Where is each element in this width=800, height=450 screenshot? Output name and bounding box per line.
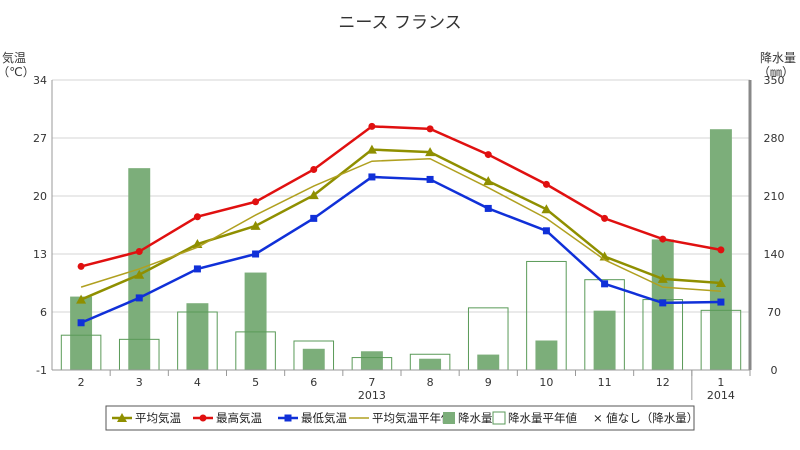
legend-marker: [284, 414, 292, 422]
right-tick-label: 140: [764, 248, 785, 261]
precip-bar: [593, 310, 616, 371]
max-temp-point: [484, 151, 492, 159]
legend: 平均気温 最高気温 最低気温 平均気温平年値 降水量 降水量平年値 × 値なし（降水量）: [105, 405, 698, 431]
right-tick-label: 0: [771, 364, 778, 377]
precip-bar: [535, 340, 558, 371]
max-temp-point: [77, 262, 85, 270]
x-tick-label: 1: [717, 376, 724, 389]
avg-temp-point: [134, 269, 145, 279]
min-temp-point: [310, 214, 318, 222]
max-temp-point: [135, 248, 143, 256]
max-temp-point: [310, 165, 318, 173]
legend-label: 平均気温平年値: [372, 411, 453, 425]
precip-bar: [360, 351, 383, 371]
temp-line: [80, 148, 722, 301]
max-temp-point: [717, 246, 725, 254]
avg-temp-point: [657, 273, 668, 283]
avg-temp-point: [541, 204, 552, 214]
year-label: 2014: [707, 389, 735, 402]
avg-temp-point: [76, 294, 87, 304]
min-temp-point: [135, 294, 143, 302]
left-tick-label: 27: [33, 132, 47, 145]
year-label: 2013: [358, 389, 386, 402]
left-tick-label: 20: [33, 190, 47, 203]
max-temp-point: [252, 198, 260, 206]
x-tick-label: 5: [252, 376, 259, 389]
min-temp-point: [542, 227, 550, 235]
precip-bar: [186, 303, 209, 371]
right-tick-label: 280: [764, 132, 785, 145]
min-temp-point: [368, 173, 376, 181]
max-temp-point: [601, 214, 609, 222]
min-temp-point: [193, 265, 201, 273]
min-temp-point: [77, 319, 85, 327]
right-tick-label: 350: [764, 74, 785, 87]
chart-title: ニース フランス: [338, 13, 461, 33]
precip-bar: [477, 354, 500, 371]
left-tick-label: 34: [33, 74, 47, 87]
legend-swatch: [492, 411, 506, 425]
temp-line: [80, 125, 722, 268]
min-temp-point: [717, 298, 725, 306]
left-tick-label: -1: [36, 364, 47, 377]
max-temp-point: [659, 235, 667, 243]
x-tick-label: 12: [656, 376, 670, 389]
min-temp-point: [252, 250, 260, 258]
legend-label: 最高気温: [216, 411, 262, 425]
x-tick-label: 10: [539, 376, 553, 389]
legend-label: 平均気温: [135, 411, 181, 425]
legend-label: × 値なし（降水量）: [593, 411, 698, 425]
min-temp-point: [659, 299, 667, 307]
right-axis-label-line1: 降水量: [760, 51, 796, 65]
x-tick-label: 9: [485, 376, 492, 389]
max-temp-point: [426, 125, 434, 133]
right-tick-label: 70: [767, 306, 781, 319]
temp-line: [80, 175, 721, 324]
min-temp-point: [426, 175, 434, 183]
precip-bar: [70, 296, 93, 371]
legend-label: 最低気温: [301, 411, 347, 425]
left-tick-label: 6: [40, 306, 47, 319]
left-axis-label-line2: （℃）: [0, 65, 35, 79]
x-tick-label: 7: [368, 376, 375, 389]
x-tick-label: 8: [427, 376, 434, 389]
legend-label: 降水量平年値: [508, 411, 577, 425]
x-tick-label: 3: [136, 376, 143, 389]
x-tick-label: 4: [194, 376, 201, 389]
max-temp-point: [368, 122, 376, 130]
avg-temp-point: [366, 144, 377, 154]
avg-temp-point: [250, 220, 261, 230]
legend-swatch: [443, 412, 455, 424]
x-tick-label: 2: [78, 376, 85, 389]
min-temp-point: [484, 204, 492, 212]
legend-marker: [199, 414, 207, 422]
right-tick-label: 210: [764, 190, 785, 203]
avg-temp-point: [483, 176, 494, 186]
avg-temp-point: [425, 147, 436, 157]
avg-temp-point: [308, 190, 319, 200]
precip-bar: [244, 272, 267, 371]
x-tick-label: 6: [310, 376, 317, 389]
min-temp-point: [601, 280, 609, 288]
left-tick-label: 13: [33, 248, 47, 261]
precip-bar: [302, 348, 325, 371]
right-axis-label-line2: （㎜）: [758, 65, 794, 79]
normal-temp-line: [80, 157, 721, 293]
precip-bar: [419, 358, 442, 371]
legend-marker: [117, 413, 127, 422]
left-axis-label-line1: 気温: [2, 50, 26, 65]
legend-label: 降水量: [458, 411, 493, 425]
x-tick-label: 11: [598, 376, 612, 389]
avg-temp-point: [715, 278, 726, 287]
max-temp-point: [193, 213, 201, 221]
max-temp-point: [542, 180, 550, 188]
